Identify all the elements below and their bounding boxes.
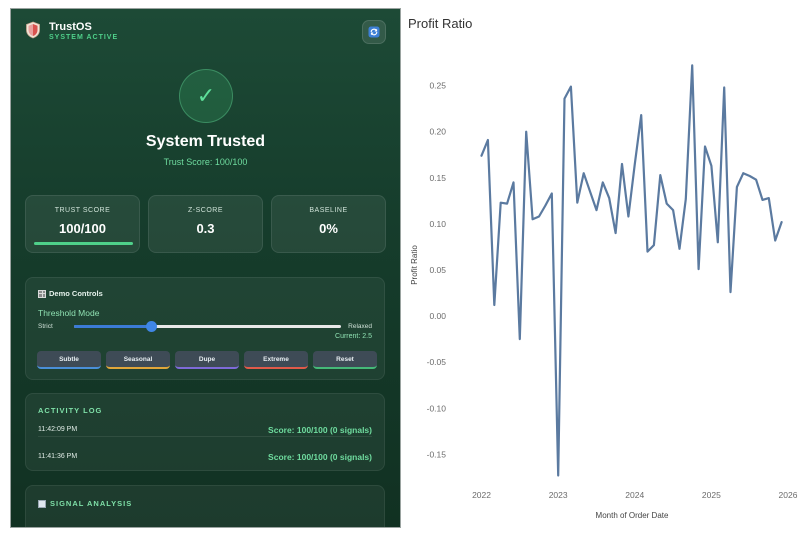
y-tick-label: 0.15 [429,173,446,183]
slider-max-label: Relaxed [348,323,372,330]
log-score: Score: 100/100 (0 signals) [268,452,372,462]
log-entry: 11:42:09 PM Score: 100/100 (0 signals) [38,425,372,438]
app-header: TrustOS SYSTEM ACTIVE [11,9,400,55]
trust-score-subtitle: Trust Score: 100/100 [163,157,248,167]
trust-status-title: System Trusted [145,133,266,150]
log-time: 11:41:36 PM [38,453,78,460]
activity-log-title: ACTIVITY LOG [38,406,103,415]
x-axis-label: Month of Order Date [596,511,669,520]
metric-label: Z-SCORE [188,207,223,214]
shield-icon [26,21,40,39]
signal-analysis-title: SIGNAL ANALYSIS [38,499,132,508]
extreme-button[interactable]: Extreme [244,351,308,369]
metric-value: 0.3 [196,221,215,236]
trustos-panel: TrustOS SYSTEM ACTIVE ✓ System Trusted T… [10,8,401,528]
y-tick-label: 0.05 [429,265,446,275]
profit-ratio-series-line [480,64,783,477]
reset-button[interactable]: Reset [313,351,377,369]
threshold-mode-label: Threshold Mode [38,308,100,318]
y-tick-label: -0.05 [427,357,447,367]
trust-score-card: TRUST SCORE 100/100 [25,195,140,253]
slider-fill [74,325,152,328]
log-score: Score: 100/100 (0 signals) [268,425,372,435]
refresh-icon [368,26,380,38]
current-threshold: Current: 2.5 [335,333,372,340]
chart-canvas: 0.25 0.20 0.15 0.10 0.05 0.00 -0.05 -0.10 -0.15 2… [410,64,798,520]
trust-score-bar [34,242,133,245]
demo-button-row: Subtle Seasonal Dupe Extreme Reset [37,351,377,369]
slider-min-label: Strict [38,323,53,330]
x-tick-label: 2022 [472,490,491,500]
activity-log: ACTIVITY LOG 11:42:09 PM Score: 100/100 … [25,393,385,471]
signal-analysis: SIGNAL ANALYSIS [25,485,385,527]
x-tick-label: 2025 [702,490,721,500]
y-tick-label: -0.10 [427,403,447,413]
y-tick-label: 0.10 [429,219,446,229]
chart-title: Profit Ratio [408,16,473,31]
z-score-card: Z-SCORE 0.3 [148,195,263,253]
y-tick-label: 0.20 [429,127,446,137]
metric-value: 100/100 [59,221,106,236]
demo-controls-title: Demo Controls [38,289,103,298]
y-tick-label: -0.15 [427,449,447,459]
threshold-slider[interactable] [74,321,341,332]
x-tick-label: 2026 [779,490,798,500]
slider-thumb[interactable] [146,321,158,332]
demo-controls: Demo Controls Threshold Mode Strict Rela… [25,277,385,380]
subtle-button[interactable]: Subtle [37,351,101,369]
check-icon: ✓ [179,69,233,123]
grid-icon [38,289,46,298]
log-divider [38,436,372,437]
app-title: TrustOS [49,21,92,33]
y-axis-label: Profit Ratio [410,245,419,285]
y-tick-label: 0.25 [429,81,446,91]
system-status: SYSTEM ACTIVE [49,34,119,41]
signal-analysis-label: SIGNAL ANALYSIS [50,499,133,508]
log-time: 11:42:09 PM [38,426,78,433]
demo-controls-label: Demo Controls [49,289,103,298]
y-tick-label: 0.00 [429,311,446,321]
bar-chart-icon [38,499,46,508]
refresh-button[interactable] [362,20,386,44]
metric-label: BASELINE [309,207,348,214]
x-tick-label: 2024 [625,490,644,500]
profit-ratio-chart: Profit Ratio 0.25 0.20 0.15 0.10 0.05 0.00 -0.… [404,0,806,538]
log-entry: 11:41:36 PM Score: 100/100 (0 signals) [38,452,372,465]
seasonal-button[interactable]: Seasonal [106,351,170,369]
metric-value: 0% [319,221,338,236]
x-tick-label: 2023 [549,490,568,500]
baseline-card: BASELINE 0% [271,195,386,253]
dupe-button[interactable]: Dupe [175,351,239,369]
metric-label: TRUST SCORE [54,207,111,214]
